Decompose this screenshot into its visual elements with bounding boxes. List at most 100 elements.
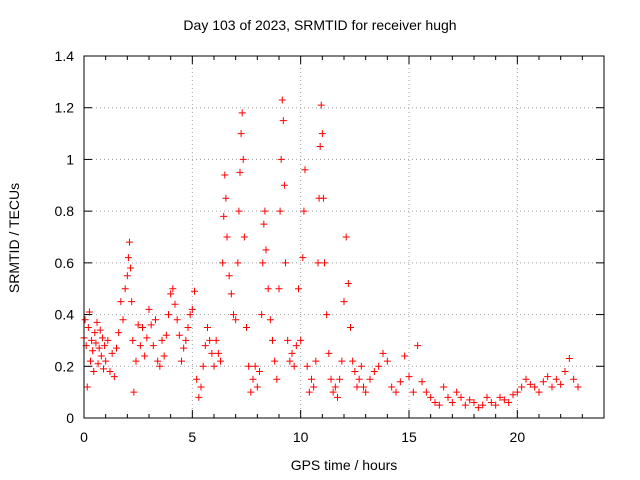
- data-point: [282, 259, 289, 267]
- data-point: [147, 321, 155, 329]
- data-point: [440, 383, 448, 391]
- data-point: [288, 349, 296, 357]
- data-point: [139, 324, 146, 331]
- data-point: [253, 383, 261, 391]
- data-point: [201, 342, 209, 350]
- data-point: [362, 388, 370, 396]
- data-point: [258, 311, 266, 319]
- x-axis-label: GPS time / hours: [290, 457, 398, 473]
- data-point: [388, 383, 396, 391]
- data-point: [195, 393, 203, 401]
- axis-ticks: 0 0.2 0.4 0.6 0.8 1 1.2 1.4 0 5 10 15 20: [55, 48, 605, 445]
- data-point: [321, 259, 328, 267]
- data-point: [171, 300, 179, 308]
- data-point: [128, 298, 136, 306]
- data-point: [312, 357, 320, 365]
- data-point: [129, 336, 137, 344]
- data-point: [110, 373, 118, 381]
- data-point: [300, 207, 308, 215]
- data-point: [214, 349, 222, 357]
- data-point: [492, 401, 500, 409]
- data-point: [141, 352, 149, 360]
- data-point: [342, 233, 350, 241]
- data-point: [119, 316, 127, 324]
- data-point: [303, 362, 311, 370]
- data-point: [240, 233, 248, 241]
- data-point: [234, 259, 242, 267]
- data-point: [401, 352, 409, 360]
- data-point: [277, 155, 285, 163]
- data-point: [448, 398, 456, 406]
- data-point: [238, 109, 246, 117]
- data-point: [175, 331, 183, 339]
- data-point: [167, 290, 175, 298]
- data-point: [247, 388, 255, 396]
- data-point: [360, 383, 367, 391]
- data-point: [260, 220, 268, 228]
- data-point: [104, 336, 112, 344]
- data-point: [314, 259, 322, 267]
- data-point: [275, 285, 283, 293]
- data-point: [466, 396, 474, 404]
- data-point: [316, 143, 324, 150]
- data-point: [331, 383, 339, 391]
- data-point: [132, 357, 140, 365]
- data-point: [126, 238, 133, 246]
- data-point: [256, 367, 263, 375]
- data-point: [299, 254, 307, 262]
- data-point: [470, 398, 478, 406]
- data-point: [204, 324, 211, 331]
- data-point: [227, 290, 235, 298]
- data-point: [223, 233, 231, 241]
- x-tick-label: 15: [401, 429, 417, 445]
- data-point: [336, 375, 344, 383]
- data-point: [152, 316, 159, 324]
- data-point: [95, 344, 103, 352]
- data-point: [366, 375, 374, 383]
- data-point: [500, 396, 508, 404]
- data-point: [239, 155, 247, 163]
- chart-title: Day 103 of 2023, SRMTID for receiver hug…: [183, 17, 457, 33]
- data-point: [191, 287, 198, 295]
- data-point: [165, 311, 172, 319]
- data-point: [266, 316, 274, 324]
- data-point: [208, 349, 216, 357]
- data-point: [121, 285, 129, 293]
- data-point: [349, 357, 357, 365]
- data-point: [130, 388, 138, 396]
- data-point: [156, 362, 164, 370]
- y-tick-label: 1.4: [55, 48, 75, 64]
- data-point: [243, 324, 250, 331]
- data-point: [100, 365, 107, 373]
- x-tick-label: 20: [510, 429, 526, 445]
- x-tick-label: 10: [293, 429, 309, 445]
- data-point: [535, 388, 543, 396]
- data-point: [379, 349, 387, 357]
- data-point: [237, 130, 245, 138]
- data-point: [180, 344, 188, 352]
- data-point: [123, 272, 131, 280]
- data-point: [92, 339, 100, 347]
- data-point: [276, 207, 284, 215]
- data-point: [561, 367, 569, 375]
- data-point: [483, 393, 491, 401]
- data-point: [115, 329, 123, 337]
- data-point: [444, 393, 452, 401]
- data-point: [344, 280, 352, 288]
- data-point: [301, 166, 309, 174]
- y-tick-label: 0.2: [55, 358, 75, 374]
- data-point: [188, 305, 196, 313]
- data-point: [479, 401, 487, 409]
- data-point: [84, 324, 92, 331]
- data-point: [230, 311, 237, 319]
- data-point: [334, 393, 341, 401]
- data-point: [87, 357, 94, 365]
- data-point: [383, 357, 391, 365]
- data-point: [539, 378, 547, 386]
- data-point: [518, 383, 526, 391]
- data-point: [113, 344, 120, 352]
- data-point: [370, 367, 378, 375]
- data-point: [292, 342, 300, 350]
- data-point: [474, 404, 482, 412]
